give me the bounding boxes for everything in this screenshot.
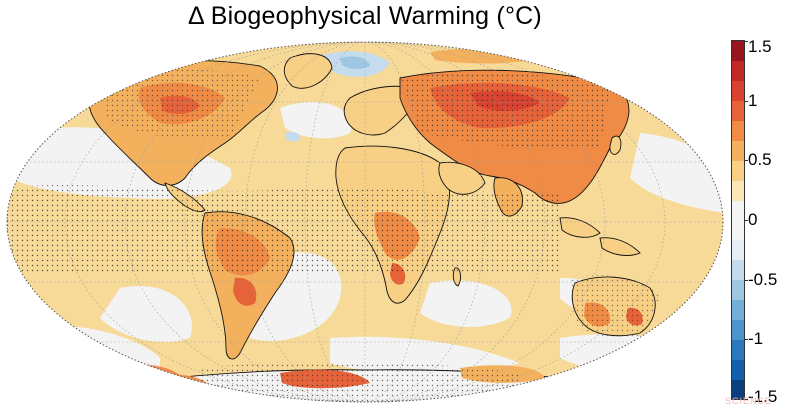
colorbar-tick-label: 1.5: [748, 37, 772, 56]
colorbar-tick-label: 0.5: [748, 150, 772, 170]
graticule: [10, 42, 720, 402]
colorbar-segment: [732, 259, 744, 281]
colorbar-segment: [732, 339, 744, 360]
colorbar-tick-label: 1: [748, 90, 758, 110]
colorbar-segment: [732, 60, 744, 82]
colorbar-segment: [732, 379, 744, 400]
colorbar-tick-label: -1.5: [748, 387, 778, 406]
colorbar-segment: [732, 239, 744, 261]
colorbar-segment: [732, 299, 744, 320]
colorbar: [731, 40, 745, 400]
colorbar-segment: [732, 100, 744, 122]
colorbar-tick-mark: [745, 279, 748, 281]
colorbar-tick-label: -0.5: [748, 269, 778, 289]
colorbar-segment: [732, 279, 744, 301]
colorbar-tick-mark: [745, 100, 748, 102]
greenland: [283, 53, 333, 89]
colorbar-segment: [732, 180, 744, 201]
colorbar-segment: [732, 319, 744, 340]
colorbar-segment: [732, 200, 744, 221]
colorbar-tick-mark: [745, 399, 748, 400]
colorbar-tick-mark: [745, 220, 748, 221]
colorbar-segment: [732, 160, 744, 181]
colorbar-tick-label: -1: [748, 329, 764, 349]
map-title: Δ Biogeophysical Warming (°C): [188, 2, 542, 30]
colorbar-segment: [732, 140, 744, 161]
image-credit: SCIENCE: [724, 396, 772, 406]
colorbar-tick-label: 0: [748, 210, 758, 229]
colorbar-segment: [732, 220, 744, 241]
cooling-regions: [285, 51, 390, 142]
colorbar-segment: [732, 80, 744, 102]
colorbar-tick-mark: [745, 41, 748, 42]
colorbar-segment: [732, 41, 744, 62]
colorbar-segment: [732, 120, 744, 141]
colorbar-segment: [732, 359, 744, 380]
colorbar-tick-mark: [745, 160, 748, 162]
colorbar-tick-mark: [745, 339, 748, 341]
map-svg: [6, 41, 724, 403]
globe-outline: [6, 41, 724, 403]
significance-stippling: [7, 69, 660, 402]
world-map: [0, 38, 730, 406]
